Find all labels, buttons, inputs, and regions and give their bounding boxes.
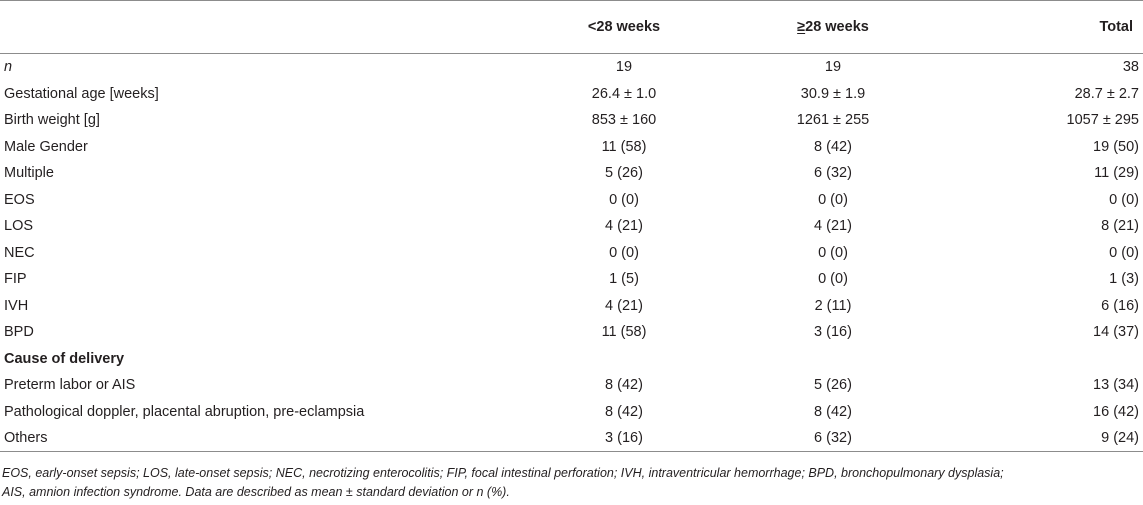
cell-total: 1 (3) [1109,271,1139,288]
cell-28-plus: 4 (21) [814,218,852,235]
footnote-line-2: AIS, amnion infection syndrome. Data are… [2,485,510,499]
cell-28-plus: 2 (11) [814,297,852,314]
table-row: Male Gender 11 (58) 8 (42) 19 (50) [0,134,1143,161]
cell-under-28: 26.4 ± 1.0 [591,85,657,102]
row-label: LOS [4,218,34,235]
header-cell-28-plus-text: 28 weeks [805,19,869,35]
row-label: NEC [4,244,35,261]
row-label: Preterm labor or AIS [4,377,136,394]
cell-28-plus: 8 (42) [814,403,852,420]
row-label: FIP [4,271,27,288]
cell-under-28 [520,346,728,373]
cell-under-28: 4 (21) [605,218,643,235]
cell-under-28: 853 ± 160 [591,112,657,129]
cell-under-28: 3 (16) [520,425,728,452]
row-label: IVH [4,297,29,314]
cell-total: 38 [1122,59,1139,76]
table-header: <28 weeks ≥28 weeks Total [0,0,1143,54]
cell-28-plus: 0 (0) [818,191,848,208]
table-row: NEC 0 (0) 0 (0) 0 (0) [0,240,1143,267]
cell-28-plus: 1261 ± 255 [796,112,870,129]
section-heading: Cause of delivery [4,350,125,367]
row-label: Birth weight [g] [4,112,100,129]
row-label: Gestational age [weeks] [4,85,159,102]
cell-total: 8 (21) [1101,218,1139,235]
table-row: n 19 19 38 [0,54,1143,81]
row-label: Multiple [4,165,54,182]
table-row: Pathological doppler, placental abruptio… [0,399,1143,426]
cell-28-plus: 6 (32) [814,165,852,182]
row-label: Pathological doppler, placental abruptio… [4,403,365,420]
cell-28-plus: 0 (0) [818,244,848,261]
header-row: <28 weeks ≥28 weeks Total [0,0,1143,54]
footnote-line-1: EOS, early-onset sepsis; LOS, late-onset… [2,466,1004,480]
table-row: Gestational age [weeks] 26.4 ± 1.0 30.9 … [0,81,1143,108]
cell-total: 28.7 ± 2.7 [1074,85,1139,102]
cell-total: 0 (0) [1109,244,1139,261]
table-footnote: EOS, early-onset sepsis; LOS, late-onset… [2,464,1140,502]
cell-total: 19 (50) [1093,138,1139,155]
cell-total: 1057 ± 295 [1066,112,1139,129]
patient-characteristics-table: <28 weeks ≥28 weeks Total n 19 19 38 Ges… [0,0,1143,452]
cell-under-28: 0 (0) [609,191,639,208]
cell-28-plus: 6 (32) [728,425,938,452]
cell-under-28: 5 (26) [605,165,643,182]
table-row: Others 3 (16) 6 (32) 9 (24) [0,425,1143,452]
cell-under-28: 8 (42) [605,403,643,420]
table-row: Multiple 5 (26) 6 (32) 11 (29) [0,160,1143,187]
header-cell-label [0,0,520,54]
table-row: BPD 11 (58) 3 (16) 14 (37) [0,319,1143,346]
cell-28-plus: 3 (16) [814,324,852,341]
cell-total [938,346,1143,373]
table-row: IVH 4 (21) 2 (11) 6 (16) [0,293,1143,320]
cell-under-28: 4 (21) [605,297,643,314]
cell-total: 11 (29) [1094,165,1139,182]
ge-symbol: ≥ [797,19,806,35]
cell-total: 14 (37) [1093,324,1139,341]
table-row: FIP 1 (5) 0 (0) 1 (3) [0,266,1143,293]
cell-under-28: 8 (42) [605,377,643,394]
cell-total: 9 (24) [938,425,1143,452]
row-label: n [4,59,13,76]
table-row: LOS 4 (21) 4 (21) 8 (21) [0,213,1143,240]
cell-under-28: 0 (0) [609,244,639,261]
table-row: EOS 0 (0) 0 (0) 0 (0) [0,187,1143,214]
cell-28-plus [728,346,938,373]
cell-total: 16 (42) [1093,403,1139,420]
cell-28-plus: 30.9 ± 1.9 [800,85,866,102]
cell-under-28: 19 [615,59,633,76]
table-body: n 19 19 38 Gestational age [weeks] 26.4 … [0,54,1143,452]
row-label: EOS [4,191,35,208]
table-row: Preterm labor or AIS 8 (42) 5 (26) 13 (3… [0,372,1143,399]
header-cell-28-plus: ≥28 weeks [728,0,938,54]
cell-28-plus: 8 (42) [814,138,852,155]
cell-28-plus: 5 (26) [814,377,852,394]
cell-total: 6 (16) [1101,297,1139,314]
header-cell-under-28: <28 weeks [520,0,728,54]
cell-28-plus: 0 (0) [818,271,848,288]
header-cell-total: Total [938,0,1143,54]
cell-under-28: 1 (5) [609,271,639,288]
row-label: Male Gender [4,138,88,155]
table-row: Birth weight [g] 853 ± 160 1261 ± 255 10… [0,107,1143,134]
row-label: BPD [4,324,34,341]
section-heading-row: Cause of delivery [0,346,1143,373]
cell-total: 0 (0) [1109,191,1139,208]
cell-total: 13 (34) [1093,377,1139,394]
cell-28-plus: 19 [824,59,842,76]
cell-under-28: 11 (58) [601,138,647,155]
row-label: Others [0,425,520,452]
cell-under-28: 11 (58) [601,324,647,341]
